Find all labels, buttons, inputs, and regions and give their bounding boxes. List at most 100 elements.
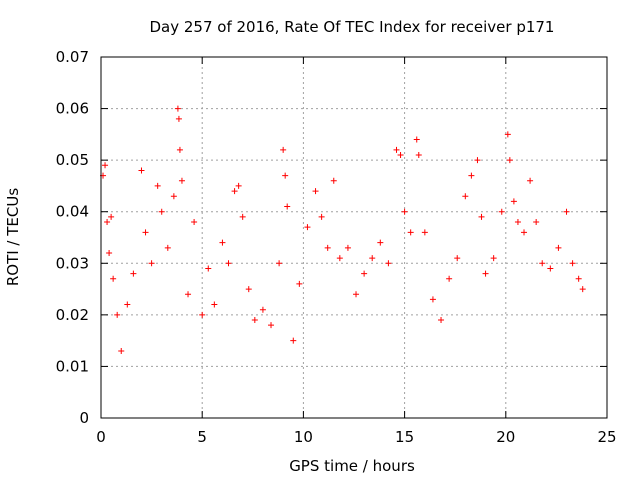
grid-lines [101, 57, 607, 418]
data-point [318, 213, 325, 220]
data-point [575, 275, 582, 282]
data-point [547, 265, 554, 272]
data-point [555, 244, 562, 251]
data-point [413, 136, 420, 143]
data-point [110, 275, 117, 282]
data-point [579, 286, 586, 293]
chart-title: Day 257 of 2016, Rate Of TEC Index for r… [150, 18, 555, 36]
data-point [130, 270, 137, 277]
data-point [539, 260, 546, 267]
plot-frame [100, 56, 608, 419]
data-point [563, 208, 570, 215]
data-point [148, 260, 155, 267]
data-point [211, 301, 218, 308]
data-point [170, 193, 177, 200]
data-point [199, 311, 206, 318]
data-point [504, 131, 511, 138]
data-point [506, 157, 513, 164]
data-point [510, 198, 517, 205]
y-tick-label: 0.03 [56, 254, 89, 272]
data-point [138, 167, 145, 174]
x-tick-label: 15 [395, 428, 414, 446]
data-point [397, 151, 404, 158]
x-tick-label: 25 [597, 428, 616, 446]
y-tick-label: 0.06 [56, 100, 89, 118]
data-point [185, 291, 192, 298]
y-tick-label: 0.01 [56, 357, 89, 375]
data-point [235, 182, 242, 189]
data-point [401, 208, 408, 215]
y-tick-label: 0 [79, 409, 89, 427]
data-point [106, 249, 113, 256]
data-point [429, 296, 436, 303]
data-point [490, 255, 497, 262]
data-point [533, 219, 540, 226]
data-point [421, 229, 428, 236]
data-point [324, 244, 331, 251]
data-point [478, 213, 485, 220]
y-tick-label: 0.05 [56, 151, 89, 169]
data-point [239, 213, 246, 220]
data-point [268, 322, 275, 329]
data-point [312, 188, 319, 195]
x-tick-labels: 0 5 10 15 20 25 [96, 428, 616, 446]
data-point [407, 229, 414, 236]
data-point [569, 260, 576, 267]
data-point [164, 244, 171, 251]
data-point [415, 151, 422, 158]
data-point [361, 270, 368, 277]
x-axis-label: GPS time / hours [289, 457, 415, 475]
data-point [304, 224, 311, 231]
axis-ticks [100, 56, 608, 419]
data-point [102, 162, 109, 169]
data-point [521, 229, 528, 236]
data-point [330, 177, 337, 184]
data-point [114, 311, 121, 318]
data-point [231, 188, 238, 195]
data-point [353, 291, 360, 298]
y-tick-label: 0.07 [56, 48, 89, 66]
data-point [454, 255, 461, 262]
x-tick-label: 20 [496, 428, 515, 446]
data-point [385, 260, 392, 267]
data-point [251, 317, 258, 324]
data-point [344, 244, 351, 251]
data-point [205, 265, 212, 272]
data-point [280, 146, 287, 153]
data-point [108, 213, 115, 220]
data-point [178, 177, 185, 184]
y-tick-label: 0.04 [56, 203, 89, 221]
data-point [446, 275, 453, 282]
data-point [336, 255, 343, 262]
data-point [462, 193, 469, 200]
data-point [438, 317, 445, 324]
data-point [191, 219, 198, 226]
data-point [474, 157, 481, 164]
data-point [175, 115, 182, 122]
data-point [393, 146, 400, 153]
scatter-points [100, 105, 586, 354]
y-tick-label: 0.02 [56, 306, 89, 324]
data-point [468, 172, 475, 179]
data-point [282, 172, 289, 179]
data-point [124, 301, 131, 308]
data-point [118, 347, 125, 354]
data-point [284, 203, 291, 210]
data-point [276, 260, 283, 267]
data-point [176, 146, 183, 153]
data-point [527, 177, 534, 184]
data-point [174, 105, 181, 112]
data-point [259, 306, 266, 313]
y-tick-labels: 0 0.01 0.02 0.03 0.04 0.05 0.06 0.07 [56, 48, 89, 427]
data-point [482, 270, 489, 277]
x-tick-label: 5 [197, 428, 207, 446]
x-tick-label: 10 [294, 428, 313, 446]
data-point [296, 280, 303, 287]
data-point [245, 286, 252, 293]
data-point [498, 208, 505, 215]
data-point [377, 239, 384, 246]
x-tick-label: 0 [96, 428, 106, 446]
data-point [142, 229, 149, 236]
data-point [104, 219, 111, 226]
